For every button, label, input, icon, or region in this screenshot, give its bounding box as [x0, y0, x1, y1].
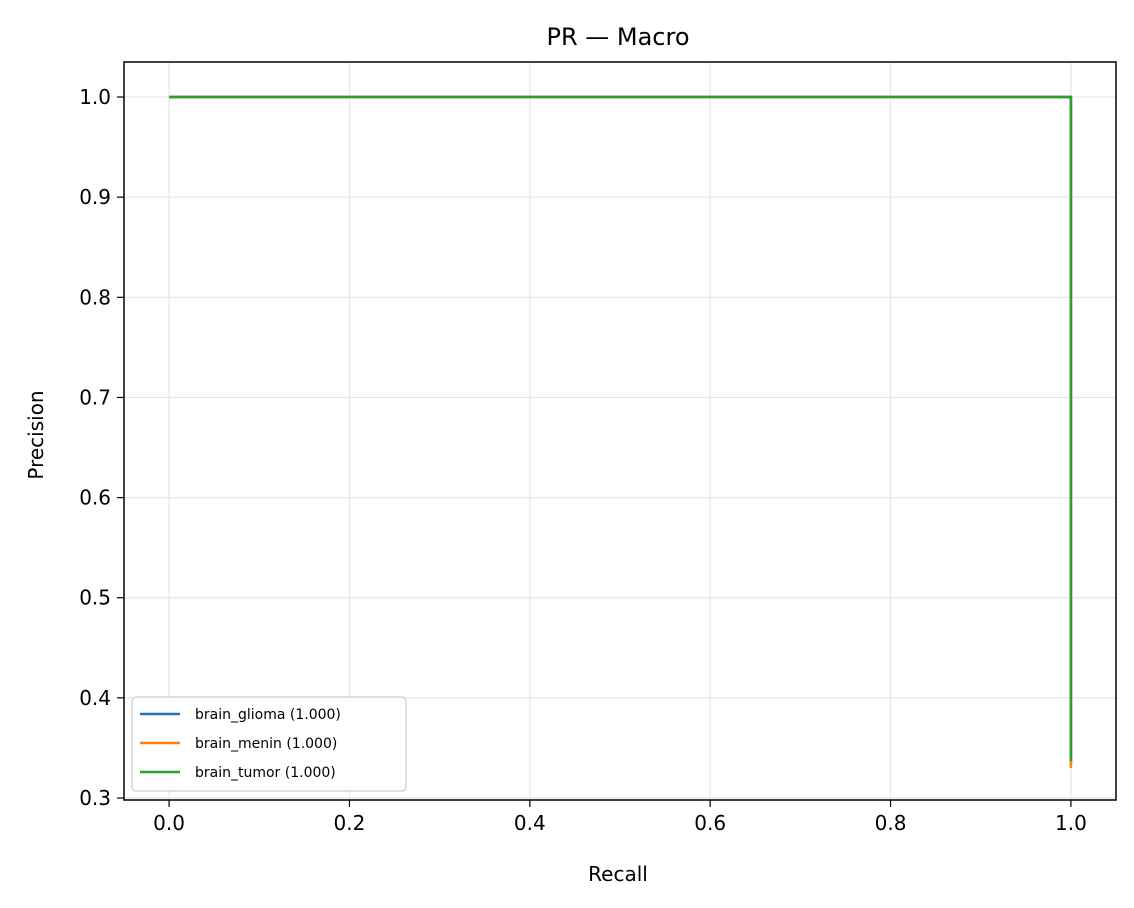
legend: brain_glioma (1.000) brain_menin (1.000) b…: [131, 696, 407, 792]
legend-label: brain_glioma (1.000): [195, 707, 341, 723]
grid-lines: [124, 62, 1116, 800]
x-axis-label: Recall: [588, 862, 648, 886]
y-tick-label: 0.3: [79, 786, 111, 810]
chart-title: PR — Macro: [546, 23, 689, 51]
y-tick-label: 0.5: [79, 586, 111, 610]
series-lines: [169, 95, 1073, 768]
legend-label: brain_menin (1.000): [195, 736, 337, 752]
x-tick-label: 0.0: [153, 811, 185, 835]
x-tick-label: 0.8: [875, 811, 907, 835]
y-axis-label: Precision: [24, 390, 48, 479]
x-tick-label: 0.4: [514, 811, 546, 835]
y-tick-label: 1.0: [79, 85, 111, 109]
series-line-2: [169, 95, 1073, 761]
x-tick-label: 1.0: [1055, 811, 1087, 835]
legend-label: brain_tumor (1.000): [195, 765, 336, 781]
y-tick-label: 0.6: [79, 486, 111, 510]
y-tick-label: 0.8: [79, 285, 111, 309]
x-tick-label: 0.2: [334, 811, 366, 835]
y-axis-ticks: 0.3 0.4 0.5 0.6 0.7 0.8 0.9 1.0: [79, 85, 124, 810]
y-tick-label: 0.7: [79, 385, 111, 409]
x-tick-label: 0.6: [694, 811, 726, 835]
plot-frame: [123, 61, 1117, 801]
x-axis-ticks: 0.0 0.2 0.4 0.6 0.8 1.0: [153, 800, 1087, 835]
y-tick-label: 0.4: [79, 686, 111, 710]
y-tick-label: 0.9: [79, 185, 111, 209]
legend-box: [131, 696, 407, 792]
